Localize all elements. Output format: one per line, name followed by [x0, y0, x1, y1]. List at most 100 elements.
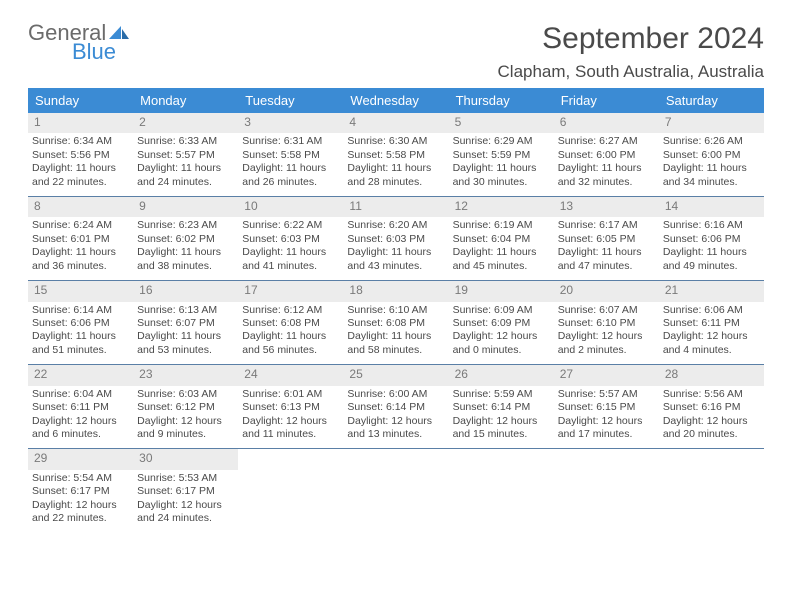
- sunset-text: Sunset: 6:05 PM: [558, 233, 655, 246]
- weekday-header: Saturday: [659, 88, 764, 113]
- daylight-text: Daylight: 12 hours and 2 minutes.: [558, 330, 655, 357]
- day-cell: 7Sunrise: 6:26 AMSunset: 6:00 PMDaylight…: [659, 113, 764, 196]
- day-body: Sunrise: 6:06 AMSunset: 6:11 PMDaylight:…: [659, 302, 764, 365]
- sunset-text: Sunset: 6:09 PM: [453, 317, 550, 330]
- logo: General Blue: [28, 22, 130, 63]
- day-cell: 15Sunrise: 6:14 AMSunset: 6:06 PMDayligh…: [28, 281, 133, 364]
- day-body: Sunrise: 6:13 AMSunset: 6:07 PMDaylight:…: [133, 302, 238, 365]
- day-number: 21: [659, 281, 764, 301]
- day-number: 13: [554, 197, 659, 217]
- day-cell: 6Sunrise: 6:27 AMSunset: 6:00 PMDaylight…: [554, 113, 659, 196]
- day-cell: 18Sunrise: 6:10 AMSunset: 6:08 PMDayligh…: [343, 281, 448, 364]
- daylight-text: Daylight: 12 hours and 11 minutes.: [242, 415, 339, 442]
- daylight-text: Daylight: 11 hours and 43 minutes.: [347, 246, 444, 273]
- daylight-text: Daylight: 12 hours and 22 minutes.: [32, 499, 129, 526]
- sunset-text: Sunset: 6:04 PM: [453, 233, 550, 246]
- sunrise-text: Sunrise: 6:12 AM: [242, 304, 339, 317]
- sunset-text: Sunset: 5:57 PM: [137, 149, 234, 162]
- day-cell: 9Sunrise: 6:23 AMSunset: 6:02 PMDaylight…: [133, 197, 238, 280]
- daylight-text: Daylight: 11 hours and 30 minutes.: [453, 162, 550, 189]
- day-body: Sunrise: 6:27 AMSunset: 6:00 PMDaylight:…: [554, 133, 659, 196]
- sunset-text: Sunset: 6:01 PM: [32, 233, 129, 246]
- sunrise-text: Sunrise: 5:59 AM: [453, 388, 550, 401]
- day-number: 15: [28, 281, 133, 301]
- sunset-text: Sunset: 6:16 PM: [663, 401, 760, 414]
- daylight-text: Daylight: 11 hours and 51 minutes.: [32, 330, 129, 357]
- weekday-header: Sunday: [28, 88, 133, 113]
- day-body: Sunrise: 5:56 AMSunset: 6:16 PMDaylight:…: [659, 386, 764, 449]
- day-body: Sunrise: 6:03 AMSunset: 6:12 PMDaylight:…: [133, 386, 238, 449]
- week-row: 29Sunrise: 5:54 AMSunset: 6:17 PMDayligh…: [28, 449, 764, 532]
- sunset-text: Sunset: 5:58 PM: [347, 149, 444, 162]
- day-number: 24: [238, 365, 343, 385]
- weekday-header: Wednesday: [343, 88, 448, 113]
- sunrise-text: Sunrise: 6:06 AM: [663, 304, 760, 317]
- day-number: 30: [133, 449, 238, 469]
- day-body: Sunrise: 6:26 AMSunset: 6:00 PMDaylight:…: [659, 133, 764, 196]
- day-body: Sunrise: 6:30 AMSunset: 5:58 PMDaylight:…: [343, 133, 448, 196]
- sunset-text: Sunset: 6:08 PM: [242, 317, 339, 330]
- daylight-text: Daylight: 11 hours and 53 minutes.: [137, 330, 234, 357]
- day-cell: 13Sunrise: 6:17 AMSunset: 6:05 PMDayligh…: [554, 197, 659, 280]
- day-body: Sunrise: 6:20 AMSunset: 6:03 PMDaylight:…: [343, 217, 448, 280]
- day-cell: [449, 449, 554, 532]
- day-number: 7: [659, 113, 764, 133]
- day-number: 22: [28, 365, 133, 385]
- day-body: Sunrise: 6:04 AMSunset: 6:11 PMDaylight:…: [28, 386, 133, 449]
- day-body: Sunrise: 6:00 AMSunset: 6:14 PMDaylight:…: [343, 386, 448, 449]
- day-body: Sunrise: 6:16 AMSunset: 6:06 PMDaylight:…: [659, 217, 764, 280]
- day-number: 5: [449, 113, 554, 133]
- day-number: 27: [554, 365, 659, 385]
- day-number: 29: [28, 449, 133, 469]
- sunrise-text: Sunrise: 6:31 AM: [242, 135, 339, 148]
- sunrise-text: Sunrise: 6:07 AM: [558, 304, 655, 317]
- day-number: 12: [449, 197, 554, 217]
- day-cell: 8Sunrise: 6:24 AMSunset: 6:01 PMDaylight…: [28, 197, 133, 280]
- daylight-text: Daylight: 12 hours and 17 minutes.: [558, 415, 655, 442]
- sunrise-text: Sunrise: 6:34 AM: [32, 135, 129, 148]
- day-number: 2: [133, 113, 238, 133]
- sunrise-text: Sunrise: 6:29 AM: [453, 135, 550, 148]
- day-cell: 22Sunrise: 6:04 AMSunset: 6:11 PMDayligh…: [28, 365, 133, 448]
- day-cell: 24Sunrise: 6:01 AMSunset: 6:13 PMDayligh…: [238, 365, 343, 448]
- day-number: 14: [659, 197, 764, 217]
- day-body: Sunrise: 6:33 AMSunset: 5:57 PMDaylight:…: [133, 133, 238, 196]
- day-body: Sunrise: 5:57 AMSunset: 6:15 PMDaylight:…: [554, 386, 659, 449]
- day-body: Sunrise: 6:31 AMSunset: 5:58 PMDaylight:…: [238, 133, 343, 196]
- day-number: 20: [554, 281, 659, 301]
- day-number: 23: [133, 365, 238, 385]
- sunset-text: Sunset: 5:58 PM: [242, 149, 339, 162]
- day-number: 1: [28, 113, 133, 133]
- sunset-text: Sunset: 6:17 PM: [137, 485, 234, 498]
- daylight-text: Daylight: 11 hours and 28 minutes.: [347, 162, 444, 189]
- day-cell: 25Sunrise: 6:00 AMSunset: 6:14 PMDayligh…: [343, 365, 448, 448]
- sunrise-text: Sunrise: 5:54 AM: [32, 472, 129, 485]
- daylight-text: Daylight: 11 hours and 45 minutes.: [453, 246, 550, 273]
- day-cell: 2Sunrise: 6:33 AMSunset: 5:57 PMDaylight…: [133, 113, 238, 196]
- day-cell: 27Sunrise: 5:57 AMSunset: 6:15 PMDayligh…: [554, 365, 659, 448]
- sunset-text: Sunset: 6:00 PM: [558, 149, 655, 162]
- daylight-text: Daylight: 11 hours and 49 minutes.: [663, 246, 760, 273]
- sunrise-text: Sunrise: 6:20 AM: [347, 219, 444, 232]
- day-cell: 12Sunrise: 6:19 AMSunset: 6:04 PMDayligh…: [449, 197, 554, 280]
- sunset-text: Sunset: 6:15 PM: [558, 401, 655, 414]
- daylight-text: Daylight: 11 hours and 47 minutes.: [558, 246, 655, 273]
- daylight-text: Daylight: 11 hours and 58 minutes.: [347, 330, 444, 357]
- daylight-text: Daylight: 11 hours and 34 minutes.: [663, 162, 760, 189]
- daylight-text: Daylight: 11 hours and 36 minutes.: [32, 246, 129, 273]
- daylight-text: Daylight: 12 hours and 9 minutes.: [137, 415, 234, 442]
- day-number: 8: [28, 197, 133, 217]
- day-cell: 11Sunrise: 6:20 AMSunset: 6:03 PMDayligh…: [343, 197, 448, 280]
- sunrise-text: Sunrise: 6:03 AM: [137, 388, 234, 401]
- sunset-text: Sunset: 6:06 PM: [32, 317, 129, 330]
- weekday-header: Thursday: [449, 88, 554, 113]
- sunset-text: Sunset: 6:13 PM: [242, 401, 339, 414]
- day-cell: 14Sunrise: 6:16 AMSunset: 6:06 PMDayligh…: [659, 197, 764, 280]
- sunset-text: Sunset: 6:03 PM: [347, 233, 444, 246]
- daylight-text: Daylight: 12 hours and 24 minutes.: [137, 499, 234, 526]
- sunrise-text: Sunrise: 6:22 AM: [242, 219, 339, 232]
- daylight-text: Daylight: 12 hours and 15 minutes.: [453, 415, 550, 442]
- day-body: Sunrise: 5:59 AMSunset: 6:14 PMDaylight:…: [449, 386, 554, 449]
- daylight-text: Daylight: 12 hours and 13 minutes.: [347, 415, 444, 442]
- logo-text-2: Blue: [72, 41, 130, 63]
